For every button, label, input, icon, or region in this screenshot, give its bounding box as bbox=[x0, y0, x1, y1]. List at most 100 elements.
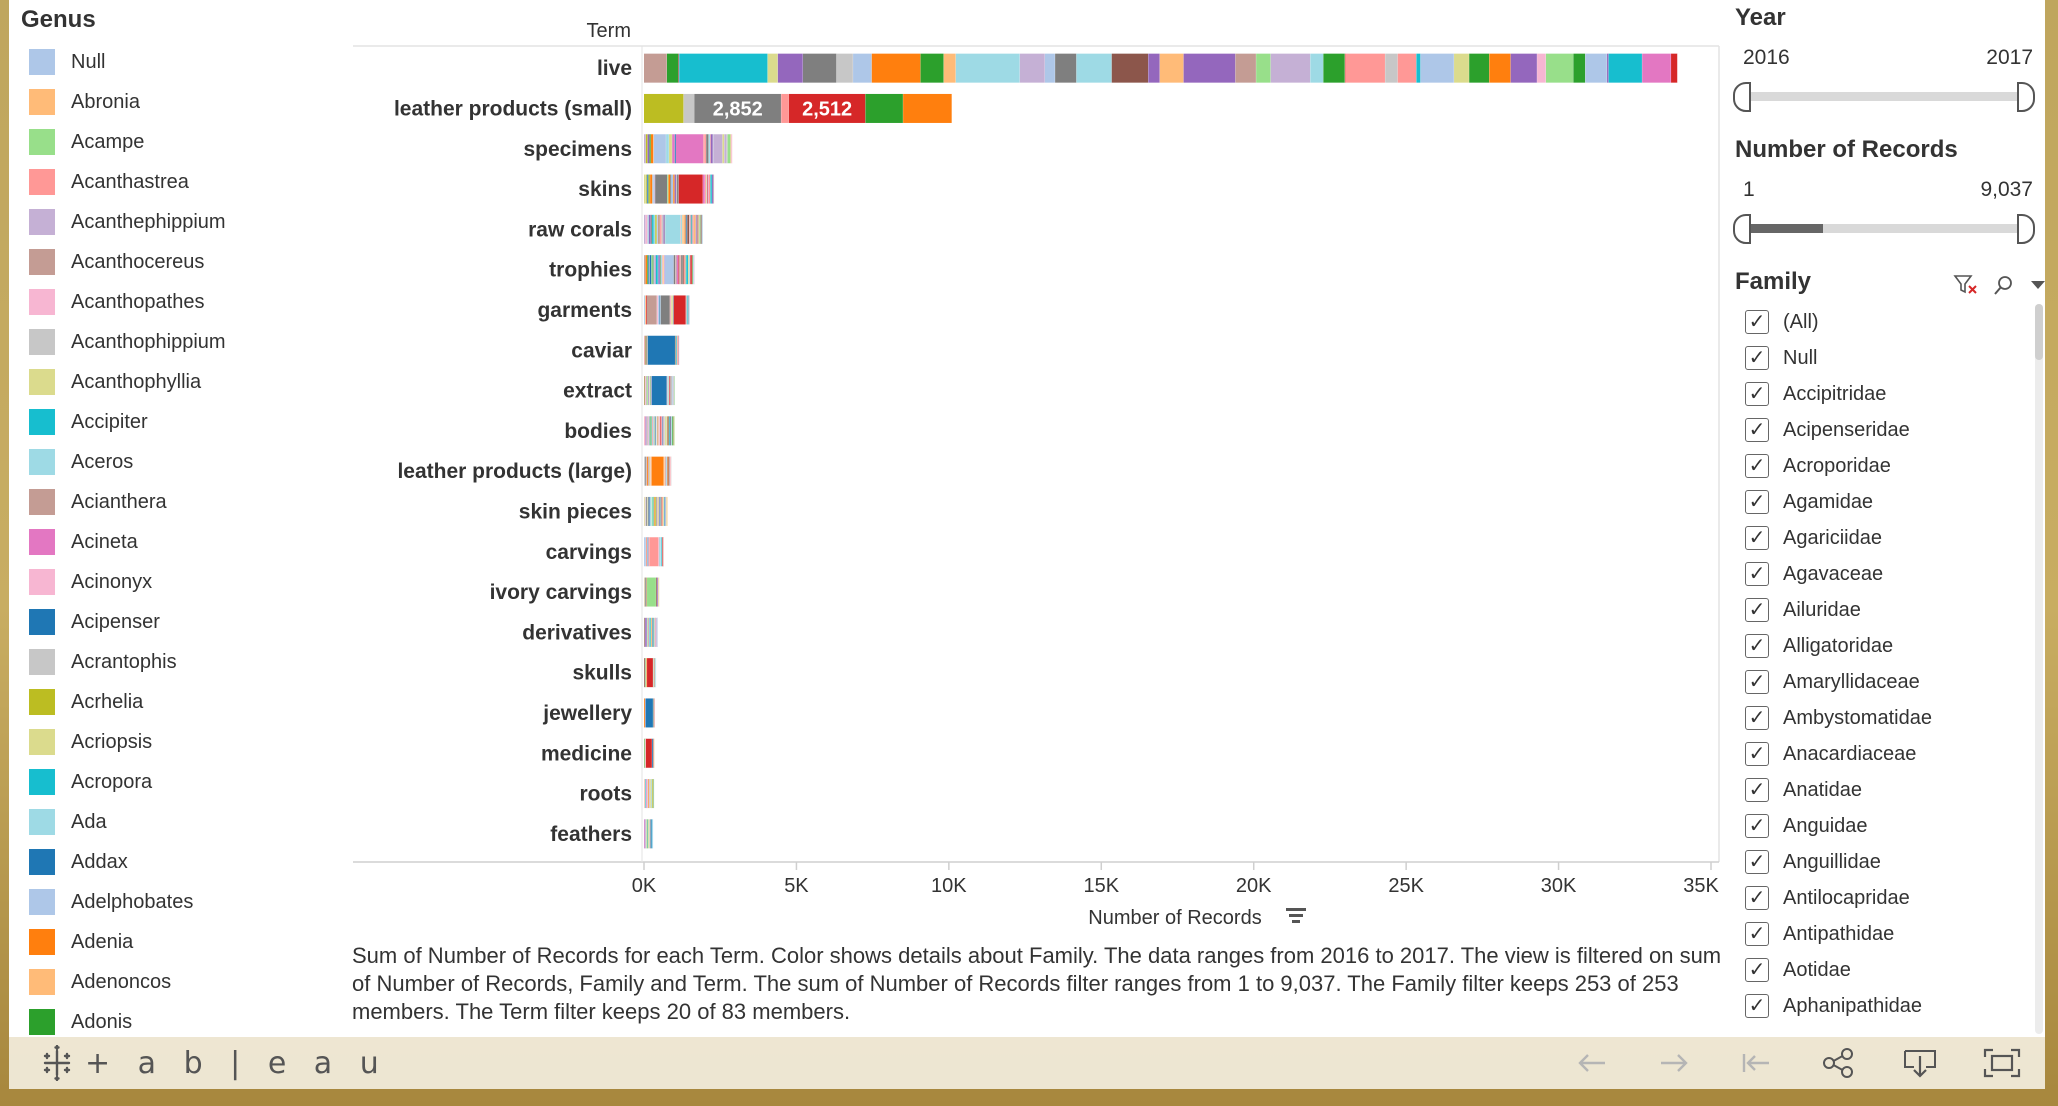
bar-segment[interactable] bbox=[666, 416, 668, 446]
bar-segment[interactable] bbox=[648, 819, 650, 849]
bar-segment[interactable] bbox=[660, 537, 662, 567]
bar-segment[interactable] bbox=[665, 214, 681, 244]
legend-item[interactable]: Abronia bbox=[29, 82, 226, 122]
family-filter-item[interactable]: ✓ Anacardiaceae bbox=[1745, 736, 2037, 772]
bar-segment[interactable] bbox=[731, 134, 733, 164]
bar-segment[interactable] bbox=[656, 617, 657, 647]
bar-segment[interactable] bbox=[710, 174, 713, 204]
bar-segment[interactable] bbox=[661, 255, 663, 285]
bar-segment[interactable] bbox=[690, 255, 693, 285]
family-filter-item[interactable]: ✓ Ailuridae bbox=[1745, 592, 2037, 628]
clear-filter-icon[interactable] bbox=[1953, 273, 1979, 297]
bar-segment[interactable] bbox=[646, 779, 648, 809]
bar-segment[interactable] bbox=[673, 255, 676, 285]
bar-segment[interactable] bbox=[722, 134, 725, 164]
bar-segment[interactable] bbox=[1607, 53, 1609, 83]
bar-segment[interactable] bbox=[663, 255, 665, 285]
bar-segment[interactable] bbox=[651, 779, 653, 809]
bar-segment[interactable] bbox=[648, 779, 650, 809]
bar-segment[interactable] bbox=[670, 174, 672, 204]
bar-segment[interactable] bbox=[667, 456, 669, 486]
bar-segment[interactable] bbox=[1608, 53, 1643, 83]
bar-segment[interactable] bbox=[647, 174, 649, 204]
bar-segment[interactable] bbox=[955, 53, 1020, 83]
bar-segment[interactable] bbox=[645, 416, 647, 446]
bar-segment[interactable] bbox=[645, 214, 648, 244]
bar-segment[interactable] bbox=[693, 214, 696, 244]
bar-segment[interactable] bbox=[644, 456, 645, 486]
undo-icon[interactable] bbox=[1569, 1045, 1615, 1081]
bar-segment[interactable] bbox=[670, 376, 672, 406]
dropdown-arrow-icon[interactable] bbox=[2029, 278, 2047, 292]
family-filter-item[interactable]: ✓ Aotidae bbox=[1745, 952, 2037, 988]
bar-segment[interactable] bbox=[685, 295, 688, 325]
bar-segment[interactable] bbox=[646, 174, 648, 204]
bar-segment[interactable] bbox=[644, 617, 645, 647]
year-slider-track[interactable] bbox=[1745, 92, 2025, 101]
bar-segment[interactable] bbox=[692, 214, 694, 244]
bar-segment[interactable] bbox=[670, 456, 672, 486]
bar-segment[interactable] bbox=[647, 456, 649, 486]
bar-segment[interactable] bbox=[644, 456, 646, 486]
family-filter-item[interactable]: ✓ Antilocapridae bbox=[1745, 880, 2037, 916]
bar-segment[interactable] bbox=[678, 174, 703, 204]
bar-segment[interactable] bbox=[1545, 53, 1574, 83]
bar-segment[interactable] bbox=[655, 416, 657, 446]
bar-segment[interactable] bbox=[682, 214, 684, 244]
bar-segment[interactable] bbox=[649, 537, 659, 567]
bar-segment[interactable] bbox=[710, 134, 711, 164]
bar-segment[interactable] bbox=[660, 295, 670, 325]
records-slider-max-handle[interactable] bbox=[2017, 214, 2035, 244]
bar-segment[interactable] bbox=[652, 174, 655, 204]
bar-segment[interactable] bbox=[686, 214, 688, 244]
bar-segment[interactable] bbox=[646, 295, 648, 325]
bar-segment[interactable] bbox=[644, 295, 646, 325]
family-list-scroll-thumb[interactable] bbox=[2035, 304, 2043, 360]
legend-item[interactable]: Acanthastrea bbox=[29, 162, 226, 202]
bar-segment[interactable] bbox=[706, 174, 708, 204]
family-filter-item[interactable]: ✓ Agamidae bbox=[1745, 484, 2037, 520]
bar-segment[interactable] bbox=[671, 174, 674, 204]
bar-segment[interactable] bbox=[661, 214, 664, 244]
bar-segment[interactable] bbox=[1573, 53, 1586, 83]
bar-segment[interactable] bbox=[650, 134, 654, 164]
bar-segment[interactable] bbox=[681, 255, 683, 285]
bar-segment[interactable] bbox=[647, 376, 649, 406]
bar-segment[interactable] bbox=[653, 617, 655, 647]
bar-segment[interactable] bbox=[658, 496, 660, 526]
bar-segment[interactable] bbox=[676, 174, 679, 204]
year-slider-max-handle[interactable] bbox=[2017, 82, 2035, 112]
bar-segment[interactable] bbox=[777, 53, 803, 83]
legend-item[interactable]: Acineta bbox=[29, 522, 226, 562]
search-icon[interactable] bbox=[1993, 274, 2015, 296]
bar-segment[interactable] bbox=[648, 174, 651, 204]
family-filter-item[interactable]: ✓ Anguillidae bbox=[1745, 844, 2037, 880]
bar-segment[interactable] bbox=[649, 779, 651, 809]
bar-segment[interactable] bbox=[674, 174, 677, 204]
bar-segment[interactable] bbox=[865, 93, 904, 123]
bar-segment-labeled[interactable] bbox=[694, 93, 782, 123]
bar-segment[interactable] bbox=[644, 134, 646, 164]
bar-segment[interactable] bbox=[645, 134, 648, 164]
bar-segment[interactable] bbox=[668, 456, 670, 486]
bar-segment[interactable] bbox=[659, 295, 661, 325]
bar-segment[interactable] bbox=[675, 255, 677, 285]
bar-segment[interactable] bbox=[648, 617, 650, 647]
bar-segment[interactable] bbox=[644, 255, 646, 285]
bar-segment[interactable] bbox=[1183, 53, 1236, 83]
bar-segment[interactable] bbox=[699, 214, 701, 244]
bar-segment[interactable] bbox=[671, 376, 672, 406]
family-filter-item[interactable]: ✓ Ambystomatidae bbox=[1745, 700, 2037, 736]
family-checkbox[interactable]: ✓ bbox=[1745, 526, 1769, 550]
bar-segment[interactable] bbox=[647, 496, 649, 526]
bar-segment[interactable] bbox=[650, 376, 652, 406]
bar-segment[interactable] bbox=[1111, 53, 1149, 83]
bar-segment[interactable] bbox=[700, 214, 702, 244]
bar-segment[interactable] bbox=[652, 214, 654, 244]
bar-segment[interactable] bbox=[644, 577, 646, 607]
bar-segment[interactable] bbox=[667, 376, 669, 406]
bar-segment[interactable] bbox=[649, 134, 651, 164]
family-checkbox[interactable]: ✓ bbox=[1745, 994, 1769, 1018]
legend-item[interactable]: Aceros bbox=[29, 442, 226, 482]
bar-segment[interactable] bbox=[678, 53, 680, 83]
